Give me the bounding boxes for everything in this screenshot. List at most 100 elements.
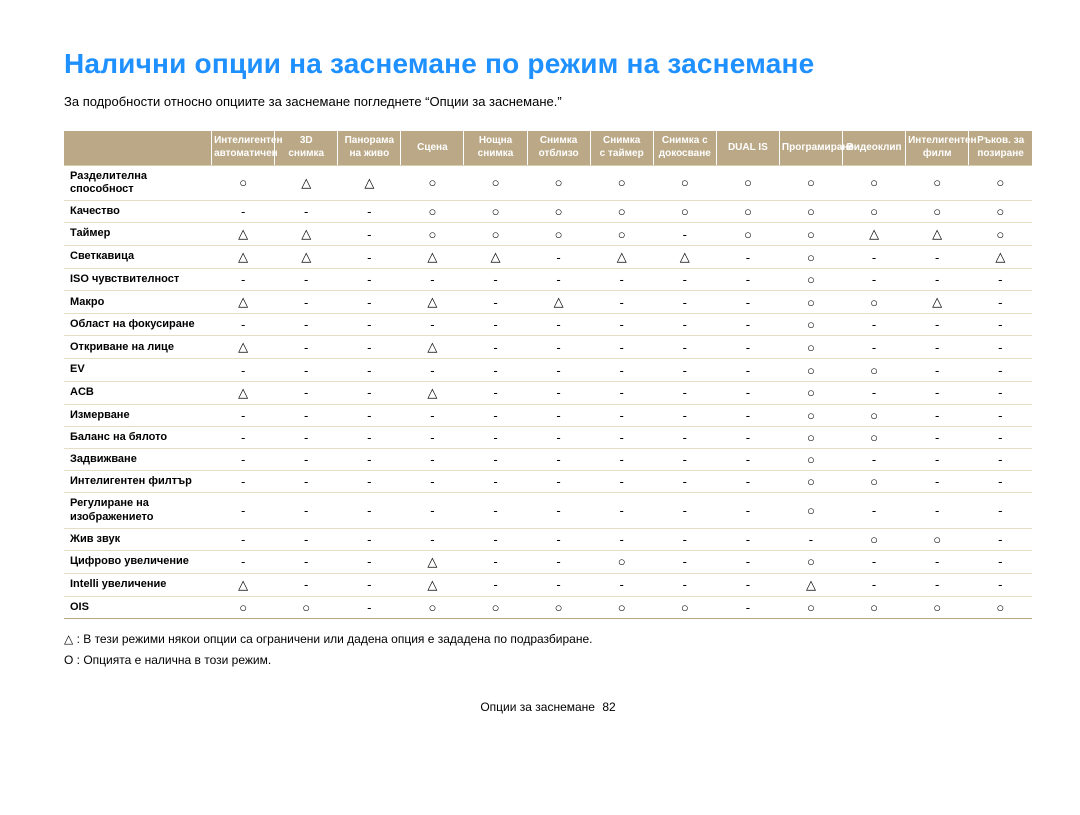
table-cell: ○	[716, 223, 779, 246]
table-cell: -	[590, 314, 653, 336]
row-label: Регулиране на изображението	[64, 493, 212, 528]
table-cell: -	[716, 596, 779, 618]
table-cell: ○	[779, 471, 842, 493]
table-cell: ○	[527, 596, 590, 618]
column-header-top: Интелигентен	[214, 135, 272, 148]
table-cell: -	[527, 493, 590, 528]
table-cell: -	[906, 573, 969, 596]
row-label: Интелигентен филтър	[64, 471, 212, 493]
column-header-top: Снимка	[530, 135, 588, 148]
table-cell: ○	[779, 550, 842, 573]
table-cell: -	[969, 359, 1032, 381]
table-cell: ○	[779, 291, 842, 314]
column-header-top: Интелигентен	[908, 135, 966, 148]
table-row: Intelli увеличение△--△-----△---	[64, 573, 1032, 596]
table-cell: -	[464, 493, 527, 528]
table-cell: -	[653, 471, 716, 493]
table-cell: -	[653, 550, 716, 573]
table-cell: -	[843, 246, 906, 269]
table-cell: ○	[843, 165, 906, 200]
table-cell: -	[401, 359, 464, 381]
table-cell: ○	[779, 596, 842, 618]
table-cell: -	[212, 200, 275, 222]
table-cell: △	[212, 246, 275, 269]
table-cell: ○	[527, 223, 590, 246]
page-title: Налични опции на заснемане по режим на з…	[64, 48, 1032, 80]
table-cell: -	[590, 269, 653, 291]
table-cell: -	[464, 449, 527, 471]
column-header: Програмиране	[779, 131, 842, 165]
table-cell: -	[843, 573, 906, 596]
table-row: EV---------○○--	[64, 359, 1032, 381]
table-cell: -	[590, 573, 653, 596]
column-header-bottom: с таймер	[593, 148, 651, 161]
table-cell: -	[906, 269, 969, 291]
table-cell: -	[527, 404, 590, 426]
table-cell: -	[338, 314, 401, 336]
column-header: Снимка сдокосване	[653, 131, 716, 165]
table-cell: -	[527, 573, 590, 596]
table-cell: -	[969, 449, 1032, 471]
legend-triangle: △ : В тези режими някои опции са огранич…	[64, 629, 1032, 649]
table-row: Задвижване---------○---	[64, 449, 1032, 471]
row-label: Таймер	[64, 223, 212, 246]
table-cell: -	[716, 528, 779, 550]
row-label: Качество	[64, 200, 212, 222]
table-cell: -	[338, 596, 401, 618]
table-cell: △	[906, 291, 969, 314]
table-cell: -	[275, 449, 338, 471]
row-label: EV	[64, 359, 212, 381]
table-cell: -	[527, 550, 590, 573]
table-cell: -	[527, 471, 590, 493]
table-cell: ○	[969, 596, 1032, 618]
table-row: Област на фокусиране---------○---	[64, 314, 1032, 336]
table-cell: ○	[590, 223, 653, 246]
table-cell: -	[401, 471, 464, 493]
table-cell: -	[716, 404, 779, 426]
table-cell: -	[464, 359, 527, 381]
column-header: Интелигентенавтоматичен	[212, 131, 275, 165]
table-cell: -	[527, 449, 590, 471]
table-cell: ○	[464, 223, 527, 246]
table-cell: -	[969, 550, 1032, 573]
table-row: Светкавица△△-△△-△△-○--△	[64, 246, 1032, 269]
table-cell: -	[969, 381, 1032, 404]
table-cell: ○	[906, 596, 969, 618]
table-cell: -	[716, 246, 779, 269]
column-header-top: Снимка	[593, 135, 651, 148]
table-cell: -	[464, 381, 527, 404]
table-cell: ○	[969, 223, 1032, 246]
table-cell: -	[338, 381, 401, 404]
table-row: Интелигентен филтър---------○○--	[64, 471, 1032, 493]
column-header-top: Видеоклип	[845, 142, 903, 155]
table-cell: -	[275, 359, 338, 381]
table-cell: -	[653, 223, 716, 246]
column-header-bottom: позиране	[971, 148, 1030, 161]
table-cell: ○	[653, 165, 716, 200]
table-cell: -	[653, 528, 716, 550]
legend-circle: O : Опцията е налична в този режим.	[64, 650, 1032, 670]
row-label: Откриване на лице	[64, 336, 212, 359]
table-cell: -	[906, 426, 969, 448]
table-cell: -	[906, 314, 969, 336]
table-row: Откриване на лице△--△-----○---	[64, 336, 1032, 359]
table-cell: -	[464, 471, 527, 493]
table-cell: △	[464, 246, 527, 269]
row-label: Измерване	[64, 404, 212, 426]
table-cell: -	[338, 291, 401, 314]
table-cell: -	[969, 528, 1032, 550]
table-cell: -	[338, 246, 401, 269]
table-cell: -	[527, 246, 590, 269]
table-cell: -	[275, 269, 338, 291]
table-cell: -	[338, 493, 401, 528]
table-cell: -	[653, 314, 716, 336]
table-cell: -	[401, 449, 464, 471]
table-cell: -	[275, 200, 338, 222]
table-cell: -	[338, 269, 401, 291]
table-cell: -	[212, 550, 275, 573]
row-label: Цифрово увеличение	[64, 550, 212, 573]
table-cell: △	[401, 381, 464, 404]
table-cell: -	[212, 359, 275, 381]
table-cell: -	[906, 359, 969, 381]
table-cell: -	[590, 493, 653, 528]
